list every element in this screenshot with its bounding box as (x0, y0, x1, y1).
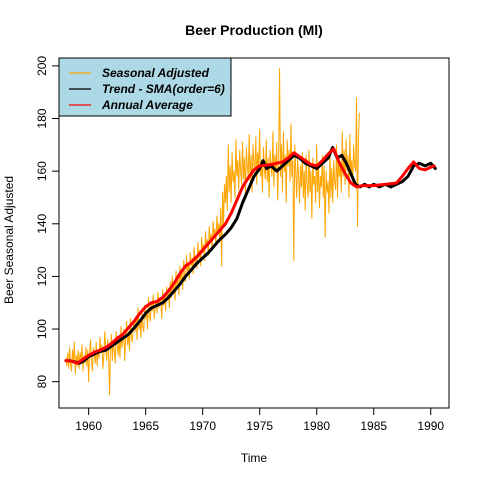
x-tick-label: 1965 (132, 419, 159, 433)
y-tick-label: 120 (35, 266, 49, 286)
legend: Seasonal Adjusted Trend - SMA(order=6) Ann… (58, 57, 232, 117)
y-tick-label: 100 (35, 319, 49, 339)
legend-label-trend-sma-order-6: Trend - SMA(order=6) (102, 82, 225, 96)
y-tick-label: 180 (35, 108, 49, 128)
x-tick-label: 1985 (360, 419, 387, 433)
legend-label-annual-average: Annual Average (101, 98, 193, 112)
x-tick-label: 1970 (189, 419, 216, 433)
legend-label-seasonal-adjusted: Seasonal Adjusted (102, 66, 210, 80)
axes-layer: 1960 1965 1970 1975 1980 1985 1990 80 100 120 140 1… (35, 56, 450, 433)
x-tick-label: 1975 (246, 419, 273, 433)
x-tick-label: 1990 (417, 419, 444, 433)
y-tick-label: 140 (35, 213, 49, 233)
y-tick-label: 80 (35, 375, 49, 389)
y-tick-label: 200 (35, 56, 49, 76)
series-layer (64, 68, 437, 396)
chart-title: Beer Production (Ml) (185, 22, 323, 38)
y-tick-label: 160 (35, 161, 49, 181)
x-tick-label: 1980 (303, 419, 330, 433)
x-tick-label: 1960 (75, 419, 102, 433)
legend-box (58, 57, 232, 117)
y-axis-label: Beer Seasonal Adjusted (2, 176, 16, 304)
x-axis-label: Time (241, 451, 268, 465)
annual-average-line (64, 147, 436, 365)
seasonal-adjusted-line (65, 68, 360, 396)
